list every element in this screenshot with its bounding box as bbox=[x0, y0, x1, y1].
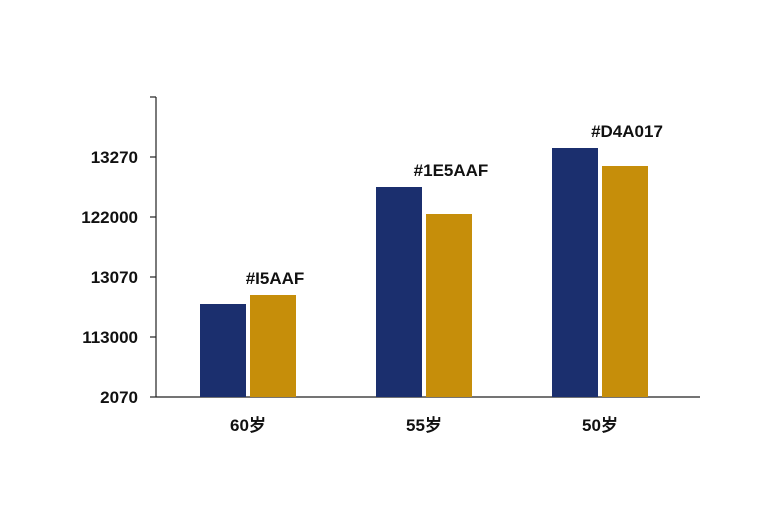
x-tick-label: 60岁 bbox=[230, 415, 266, 435]
x-tick-label: 55岁 bbox=[406, 415, 442, 435]
y-tick-label: 13270 bbox=[91, 148, 138, 167]
bars-layer bbox=[200, 148, 648, 397]
bar-series2-cat1 bbox=[250, 295, 296, 397]
y-tick-label: 122000 bbox=[81, 208, 138, 227]
bar-series2-cat3 bbox=[602, 166, 648, 397]
bar-series1-cat3 bbox=[552, 148, 598, 397]
x-tick-label: 50岁 bbox=[582, 415, 618, 435]
bar-annotation: #I5AAF bbox=[246, 269, 305, 288]
bar-annotation: #D4A017 bbox=[591, 122, 663, 141]
annotations-layer: #I5AAF #1E5AAF #D4A017 bbox=[246, 122, 663, 288]
y-tick-label: 113000 bbox=[82, 328, 138, 347]
bar-annotation: #1E5AAF bbox=[414, 161, 489, 180]
bar-series1-cat1 bbox=[200, 304, 246, 397]
y-tick-label: 2070 bbox=[100, 388, 138, 407]
y-tick-label: 13070 bbox=[91, 268, 138, 287]
x-labels-layer: 60岁 55岁 50岁 bbox=[230, 415, 618, 435]
bar-series1-cat2 bbox=[376, 187, 422, 397]
bar-series2-cat2 bbox=[426, 214, 472, 397]
y-ticks-layer: 2070 113000 13070 122000 13270 bbox=[81, 96, 156, 407]
